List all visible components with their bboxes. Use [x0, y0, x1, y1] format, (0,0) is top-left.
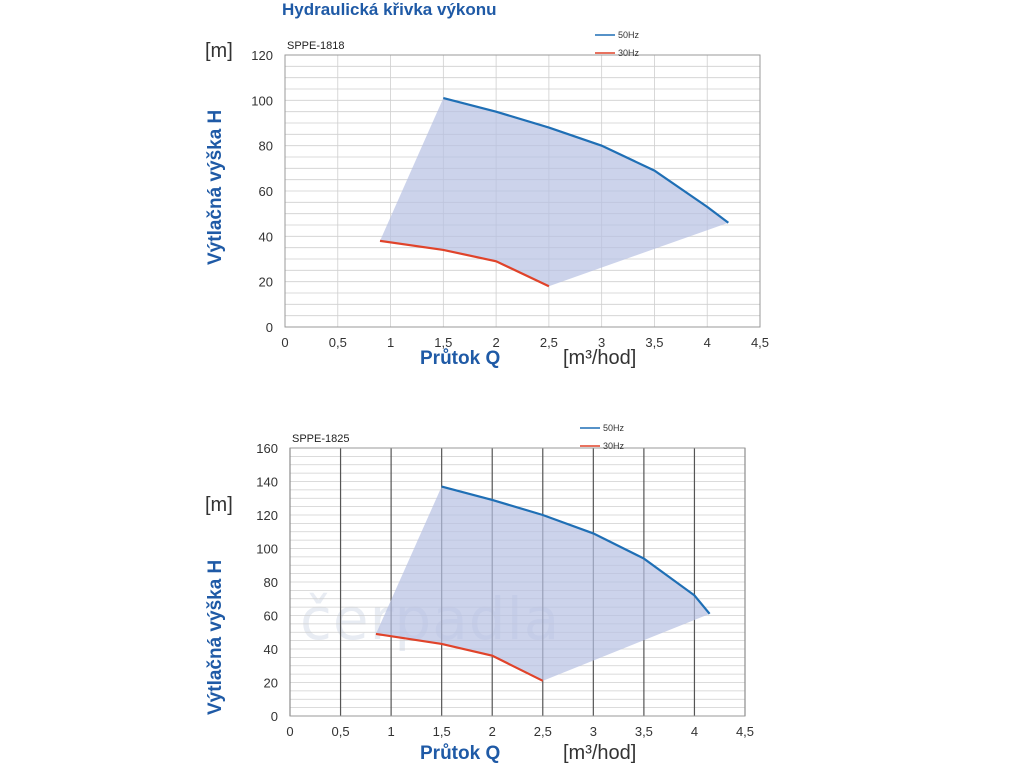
- x-tick-label: 2,5: [534, 724, 552, 739]
- y-tick-label: 160: [256, 441, 278, 456]
- y-tick-label: 60: [264, 609, 278, 624]
- legend-label: 30Hz: [603, 441, 625, 451]
- x-unit-label: [m³/hod]: [563, 742, 637, 764]
- x-tick-label: 4: [691, 724, 698, 739]
- legend-label: 50Hz: [618, 30, 640, 40]
- y-unit-label: [m]: [205, 494, 233, 516]
- y-tick-label: 100: [251, 93, 273, 108]
- x-axis-label: Průtok Q: [420, 348, 501, 369]
- x-tick-label: 0,5: [329, 335, 347, 350]
- x-tick-label: 3,5: [645, 335, 663, 350]
- legend-label: 30Hz: [618, 48, 640, 58]
- y-tick-label: 40: [259, 229, 273, 244]
- chart-sppe-1825: 0 20 40 60 80 100 120 140 160 0 0,5 1 1,5 2 2,5 3 3,5 4 4,…: [256, 423, 754, 739]
- y-tick-label: 40: [264, 642, 278, 657]
- x-tick-label: 0: [281, 335, 288, 350]
- y-tick-label: 20: [264, 676, 278, 691]
- y-axis-label: Výtlačná výška H: [205, 109, 226, 265]
- y-tick-label: 60: [259, 184, 273, 199]
- series-line-30Hz: [375, 632, 544, 682]
- page-title: Hydraulická křivka výkonu: [282, 0, 497, 19]
- x-tick-label: 4: [704, 335, 711, 350]
- x-tick-label: 0,5: [332, 724, 350, 739]
- y-tick-label: 140: [256, 475, 278, 490]
- x-tick-label: 4,5: [736, 724, 754, 739]
- y-tick-label: 120: [251, 48, 273, 63]
- y-tick-label: 80: [259, 139, 273, 154]
- x-tick-label: 3: [590, 724, 597, 739]
- series-line-50Hz: [443, 97, 729, 224]
- series-line-50Hz: [441, 485, 711, 615]
- chart-title: SPPE-1818: [287, 40, 344, 52]
- y-tick-label: 0: [271, 709, 278, 724]
- y-unit-label: [m]: [205, 40, 233, 62]
- x-tick-label: 0: [286, 724, 293, 739]
- x-tick-label: 2,5: [540, 335, 558, 350]
- y-tick-label: 80: [264, 575, 278, 590]
- x-tick-label: 1: [387, 335, 394, 350]
- chart-title: SPPE-1825: [292, 433, 349, 445]
- plot-frame: [284, 54, 761, 328]
- x-tick-label: 4,5: [751, 335, 769, 350]
- x-unit-label: [m³/hod]: [563, 347, 637, 369]
- series-line-30Hz: [379, 239, 550, 288]
- x-axis-label: Průtok Q: [420, 743, 501, 764]
- plot-frame: [289, 447, 746, 717]
- x-tick-label: 3,5: [635, 724, 653, 739]
- y-tick-label: 0: [266, 320, 273, 335]
- operating-area: [380, 98, 729, 287]
- x-tick-label: 2: [492, 335, 499, 350]
- chart-sppe-1818: 0 20 40 60 80 100 120 0 0,5 1 1,5 2 2,5 3 3,5 4 4,5 SPPE-…: [251, 30, 769, 350]
- y-tick-label: 20: [259, 275, 273, 290]
- x-tick-label: 2: [489, 724, 496, 739]
- x-tick-label: 1: [387, 724, 394, 739]
- x-tick-label: 1,5: [433, 724, 451, 739]
- y-tick-label: 100: [256, 542, 278, 557]
- x-tick-label: 3: [598, 335, 605, 350]
- x-tick-label: 1,5: [434, 335, 452, 350]
- y-axis-label: Výtlačná výška H: [205, 559, 226, 715]
- operating-area: [375, 486, 710, 681]
- legend-label: 50Hz: [603, 423, 625, 433]
- y-tick-label: 120: [256, 508, 278, 523]
